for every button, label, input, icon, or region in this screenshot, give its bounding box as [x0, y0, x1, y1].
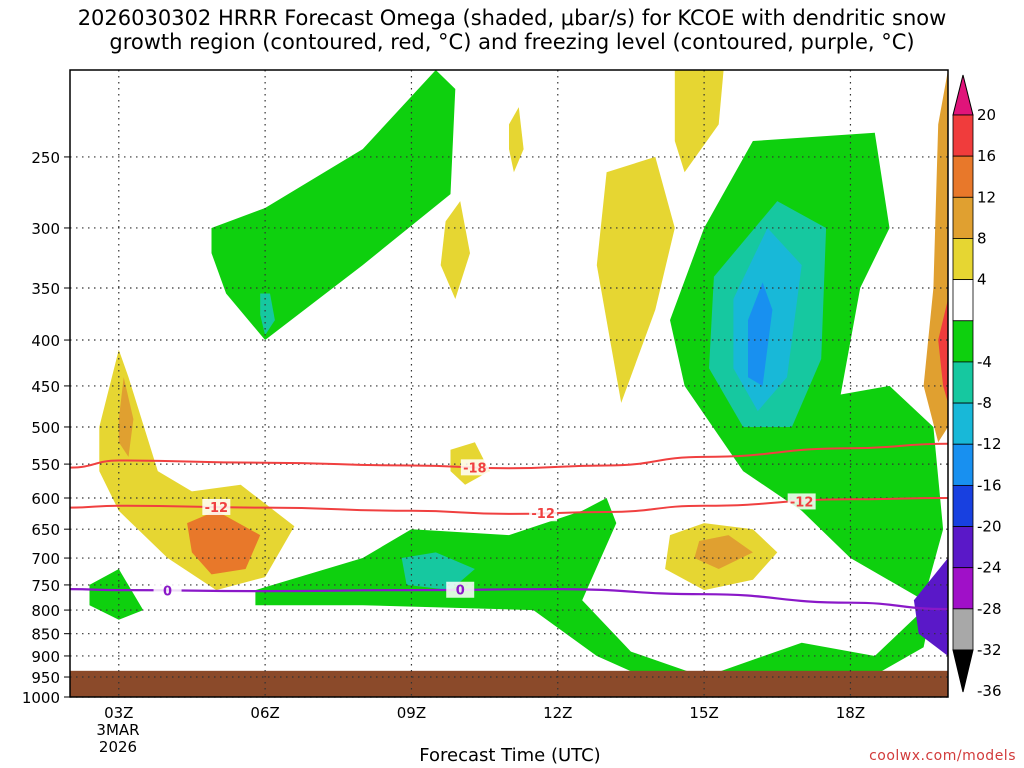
colorbar-tick-label-0: 20 [977, 106, 996, 124]
y-tick-label-850: 850 [31, 626, 60, 644]
colorbar-tick-label-8: -16 [977, 476, 1002, 494]
svg-text:0: 0 [456, 584, 465, 599]
svg-text:-12: -12 [205, 501, 229, 516]
y-tick-label-1000: 1000 [22, 689, 60, 707]
credit-link[interactable]: coolwx.com/models [869, 748, 1016, 764]
dsgr-contour-label-0-0: -18 [460, 459, 489, 476]
colorbar-tick-label-4: 4 [977, 271, 987, 289]
y-tick-label-500: 500 [31, 419, 60, 437]
ground-below-surface [70, 670, 948, 697]
omega-region-upper-right-core-20 [748, 282, 773, 386]
colorbar-bin-3 [952, 238, 974, 281]
y-tick-label-900: 900 [31, 648, 60, 666]
x-tick-label-12Z: 12Z [543, 704, 572, 722]
dsgr-contour-label-1-2: -12 [787, 493, 816, 510]
colorbar-bin-6 [952, 361, 974, 404]
svg-text:-12: -12 [790, 495, 814, 510]
colorbar-bin-10 [952, 526, 974, 569]
colorbar-tick-label-2: 12 [977, 188, 996, 206]
omega-region-upper-left-core [260, 293, 275, 336]
colorbar-bin-8 [952, 443, 974, 486]
x-tick-label-03Z: 03Z [104, 704, 133, 722]
title-line-2: growth region (contoured, red, °C) and f… [109, 30, 915, 54]
x-tick-label-06Z: 06Z [250, 704, 279, 722]
freezing-level-contour [69, 587, 949, 611]
date-label: 3MAR 2026 [88, 722, 148, 756]
colorbar-bin-4 [952, 279, 974, 322]
colorbar-bin-9 [952, 484, 974, 527]
y-tick-label-300: 300 [31, 220, 60, 238]
x-tick-label-09Z: 09Z [397, 704, 426, 722]
plot-frame [69, 69, 949, 698]
colorbar-tick-label-12: -32 [977, 641, 1002, 659]
date-label-day: 3MAR [96, 721, 140, 739]
omega-region-low-descent-core [694, 535, 753, 569]
colorbar-tick-label-6: -8 [977, 394, 992, 412]
colorbar-bin-0 [952, 114, 974, 157]
y-tick-label-550: 550 [31, 456, 60, 474]
colorbar-tick-label-11: -28 [977, 600, 1002, 618]
colorbar-extend-top [952, 74, 974, 116]
omega-region-upper-right-descent [674, 70, 724, 173]
date-label-year: 2026 [98, 738, 138, 756]
omega-region-midlevel-blip [509, 107, 524, 173]
colorbar-extend-bottom [952, 649, 974, 693]
dsgr-contour-label-1-1: -12 [529, 505, 558, 522]
omega-region-early-descent-core [118, 377, 134, 457]
y-tick-label-650: 650 [31, 521, 60, 539]
colorbar-bin-1 [952, 155, 974, 198]
x-axis-label: Forecast Time (UTC) [419, 745, 601, 766]
y-tick-label-950: 950 [31, 669, 60, 687]
y-tick-label-750: 750 [31, 577, 60, 595]
freezing-level-label-0: 0 [153, 582, 182, 599]
colorbar-tick-label-3: 8 [977, 229, 987, 247]
dsgr-contour-0 [69, 442, 949, 470]
svg-text:-12: -12 [531, 507, 555, 522]
colorbar-tick-label-10: -24 [977, 559, 1002, 577]
y-tick-label-800: 800 [31, 602, 60, 620]
x-tick-label-18Z: 18Z [836, 704, 865, 722]
omega-fields [70, 70, 948, 697]
grid-lines [70, 70, 948, 698]
omega-region-midlevel-plume [440, 201, 470, 299]
y-tick-label-350: 350 [31, 280, 60, 298]
colorbar-tick-label-13: -36 [977, 682, 1002, 700]
y-tick-label-400: 400 [31, 332, 60, 350]
omega-region-upper-left-ascent-band [211, 70, 456, 340]
omega-region-tilted-descent-band [596, 156, 675, 403]
y-tick-label-600: 600 [31, 490, 60, 508]
dsgr-contour-label-1-0: -12 [202, 498, 231, 516]
colorbar-tick-label-9: -20 [977, 518, 1002, 536]
y-tick-label-250: 250 [31, 149, 60, 167]
omega-region-right-low-core [913, 558, 948, 656]
omega-region-mid-lowlevel-ascent [255, 498, 934, 694]
colorbar-tick-label-1: 16 [977, 147, 996, 165]
colorbar-bin-12 [952, 608, 974, 651]
colorbar-bin-2 [952, 196, 974, 239]
colorbar: 20 16 12 8 4 -4 -8 -12 -16 -20 -24 -28 -32 -36 [952, 74, 1002, 700]
y-tick-label-450: 450 [31, 378, 60, 396]
colorbar-tick-label-5: -4 [977, 353, 992, 371]
omega-region-lowlevel-ascent-band [89, 569, 144, 620]
x-tick-label-15Z: 15Z [689, 704, 718, 722]
colorbar-bin-7 [952, 402, 974, 445]
svg-text:-18: -18 [463, 461, 487, 476]
svg-text:0: 0 [163, 584, 172, 599]
omega-region-right-edge-max [938, 299, 948, 403]
colorbar-bin-11 [952, 567, 974, 610]
omega-region-early-descent-max [187, 510, 261, 575]
title-line-1: 2026030302 HRRR Forecast Omega (shaded, … [77, 6, 947, 30]
colorbar-bin-5 [952, 320, 974, 363]
freezing-level-label-1: 0 [446, 581, 475, 599]
omega-region-mid-lowlevel-core [401, 552, 475, 591]
colorbar-tick-label-7: -12 [977, 435, 1002, 453]
y-tick-label-700: 700 [31, 550, 60, 568]
chart-title: 2026030302 HRRR Forecast Omega (shaded, … [0, 6, 1024, 54]
